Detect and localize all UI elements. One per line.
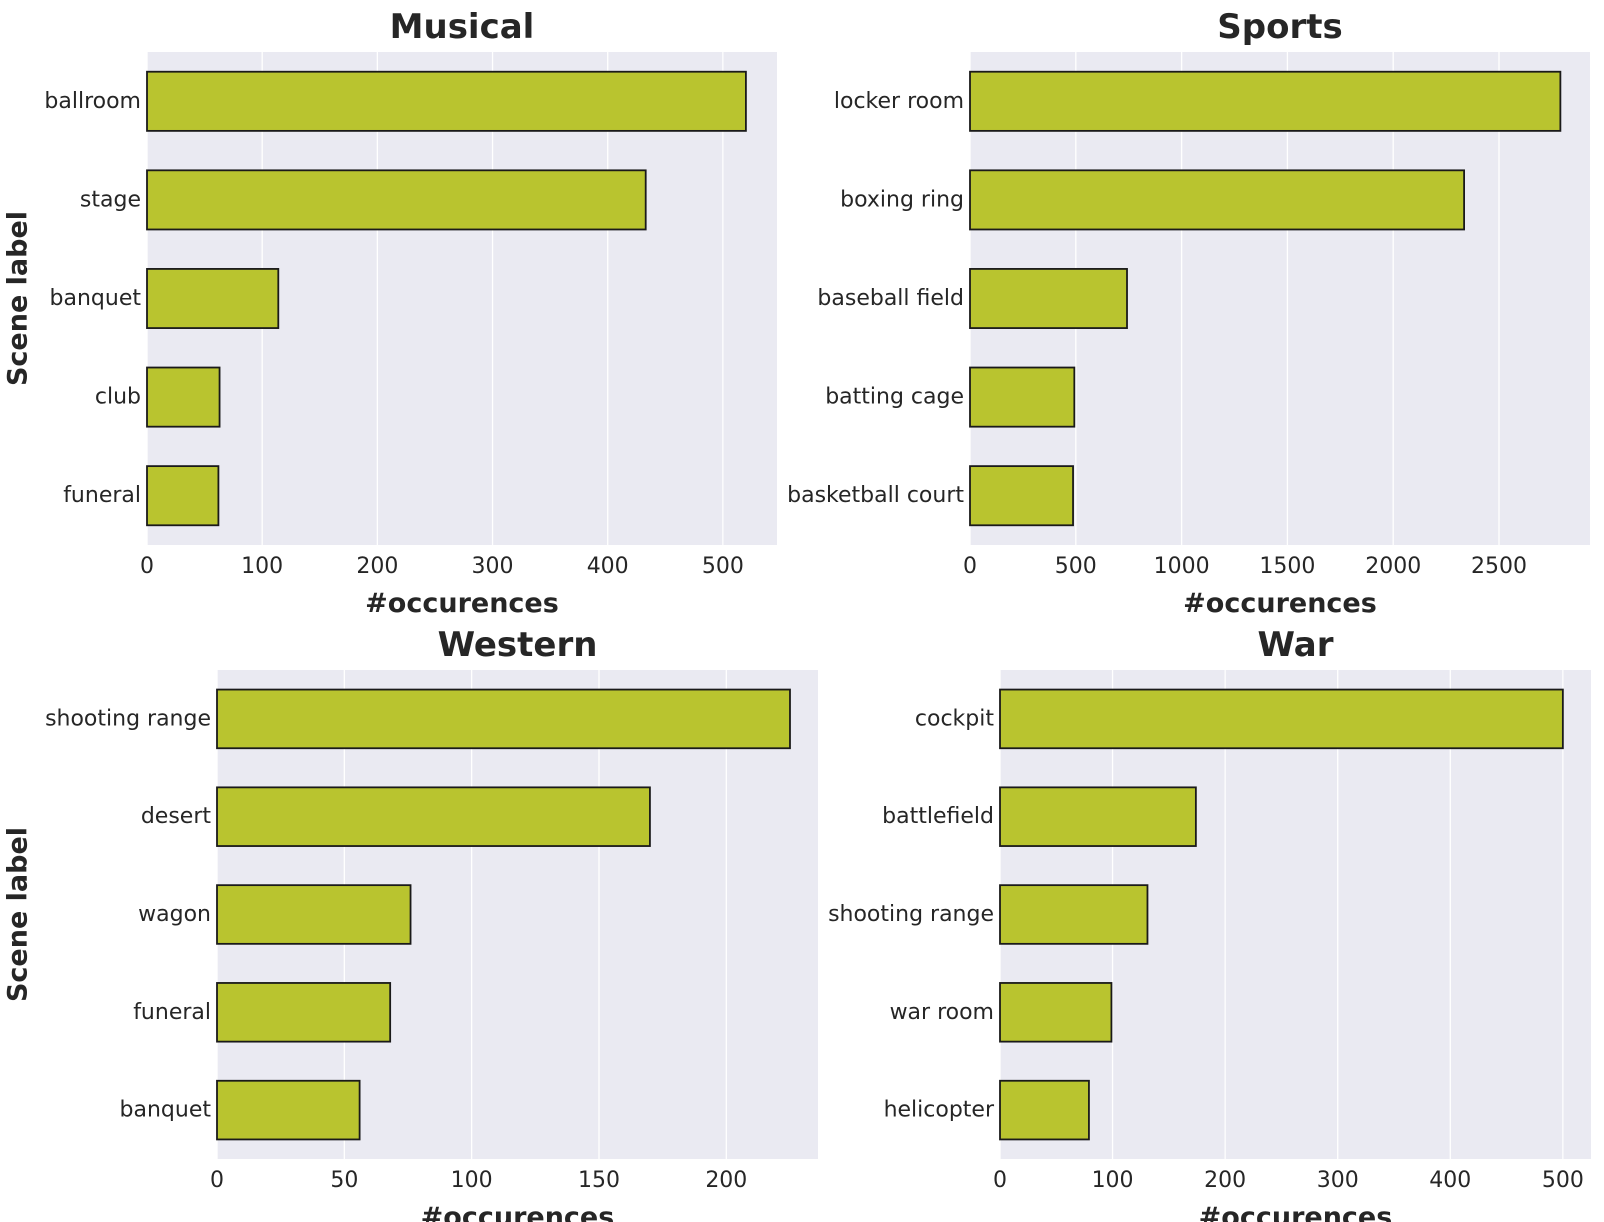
- x-tick-label: 1500: [1259, 554, 1315, 579]
- y-axis-label: Scene label: [3, 211, 34, 386]
- subplot-western: shooting range desert wagon funeral banquet 0…: [3, 625, 818, 1222]
- x-tick-label: 0: [993, 1168, 1007, 1193]
- bar-helicopter: [999, 1079, 1090, 1141]
- chart-title: Western: [438, 625, 598, 665]
- bar-banquet: [146, 268, 280, 329]
- x-tick-label: 100: [1092, 1168, 1134, 1193]
- bar-basketball-court: [969, 465, 1074, 527]
- y-tick-label: funeral: [63, 483, 141, 508]
- x-tick-label: 500: [702, 554, 744, 579]
- y-tick-label: banquet: [120, 1098, 212, 1123]
- y-tick-label: desert: [141, 804, 212, 829]
- x-tick-label: 200: [1204, 1168, 1246, 1193]
- y-tick-label: battlefield: [882, 804, 994, 829]
- chart-title: Musical: [390, 7, 535, 47]
- bar-boxing-ring: [969, 169, 1465, 231]
- x-tick-label: 0: [210, 1168, 224, 1193]
- x-axis-label: #occurences: [1183, 588, 1377, 619]
- y-tick-label: baseball field: [817, 286, 964, 311]
- y-tick-label: war room: [890, 1000, 994, 1025]
- y-tick-label: batting cage: [825, 385, 964, 410]
- bar-stage: [146, 169, 647, 231]
- bar-shooting-range: [216, 688, 791, 750]
- x-axis-label: #occurences: [421, 1202, 615, 1222]
- y-tick-label: basketball court: [787, 483, 964, 508]
- y-tick-label: locker room: [834, 89, 964, 114]
- y-tick-label: ballroom: [44, 89, 141, 114]
- y-tick-label: boxing ring: [840, 187, 964, 212]
- y-tick-label: wagon: [138, 902, 211, 927]
- x-tick-label: 200: [356, 554, 398, 579]
- x-tick-label: 300: [472, 554, 514, 579]
- x-tick-label: 2500: [1471, 554, 1527, 579]
- bar-war-room: [999, 982, 1113, 1043]
- x-tick-label: 1000: [1154, 554, 1210, 579]
- y-tick-label: shooting range: [828, 902, 994, 927]
- chart-title: Sports: [1217, 7, 1342, 47]
- x-tick-label: 100: [241, 554, 283, 579]
- x-tick-label: 100: [451, 1168, 493, 1193]
- x-tick-label: 400: [587, 554, 629, 579]
- y-tick-label: funeral: [133, 1000, 211, 1025]
- x-axis-label: #occurences: [365, 588, 559, 619]
- bar-funeral: [146, 465, 220, 527]
- bar-club: [146, 366, 221, 428]
- x-tick-label: 500: [1542, 1168, 1584, 1193]
- y-tick-label: cockpit: [915, 706, 994, 731]
- x-axis-label: #occurences: [1199, 1202, 1393, 1222]
- x-tick-label: 0: [963, 554, 977, 579]
- y-axis-label: Scene label: [3, 827, 34, 1002]
- y-tick-label: stage: [80, 187, 141, 212]
- bar-batting-cage: [969, 366, 1076, 428]
- x-tick-label: 150: [578, 1168, 620, 1193]
- bar-shooting-range: [999, 884, 1149, 945]
- bar-baseball-field: [969, 268, 1128, 329]
- x-tick-label: 0: [140, 554, 154, 579]
- bar-cockpit: [999, 688, 1564, 750]
- x-tick-label: 400: [1429, 1168, 1471, 1193]
- bar-wagon: [216, 884, 412, 945]
- y-tick-label: club: [95, 385, 141, 410]
- subplot-war: cockpit battlefield shooting range war room…: [828, 625, 1591, 1222]
- x-tick-label: 200: [705, 1168, 747, 1193]
- x-tick-label: 500: [1055, 554, 1097, 579]
- bar-banquet: [216, 1079, 361, 1141]
- chart-title: War: [1257, 625, 1333, 665]
- bar-locker-room: [969, 70, 1562, 132]
- subplot-musical: ballroom stage banquet club funeral 0 100 200 30…: [3, 7, 777, 619]
- y-tick-label: shooting range: [45, 706, 211, 731]
- x-tick-label: 50: [330, 1168, 358, 1193]
- bar-battlefield: [999, 786, 1197, 847]
- bar-desert: [216, 786, 651, 847]
- y-tick-label: banquet: [50, 286, 142, 311]
- x-tick-label: 2000: [1365, 554, 1421, 579]
- y-tick-label: helicopter: [884, 1098, 995, 1123]
- bar-ballroom: [146, 70, 747, 132]
- x-tick-label: 300: [1317, 1168, 1359, 1193]
- subplot-sports: locker room boxing ring baseball field batt…: [787, 7, 1590, 619]
- bar-funeral: [216, 982, 392, 1043]
